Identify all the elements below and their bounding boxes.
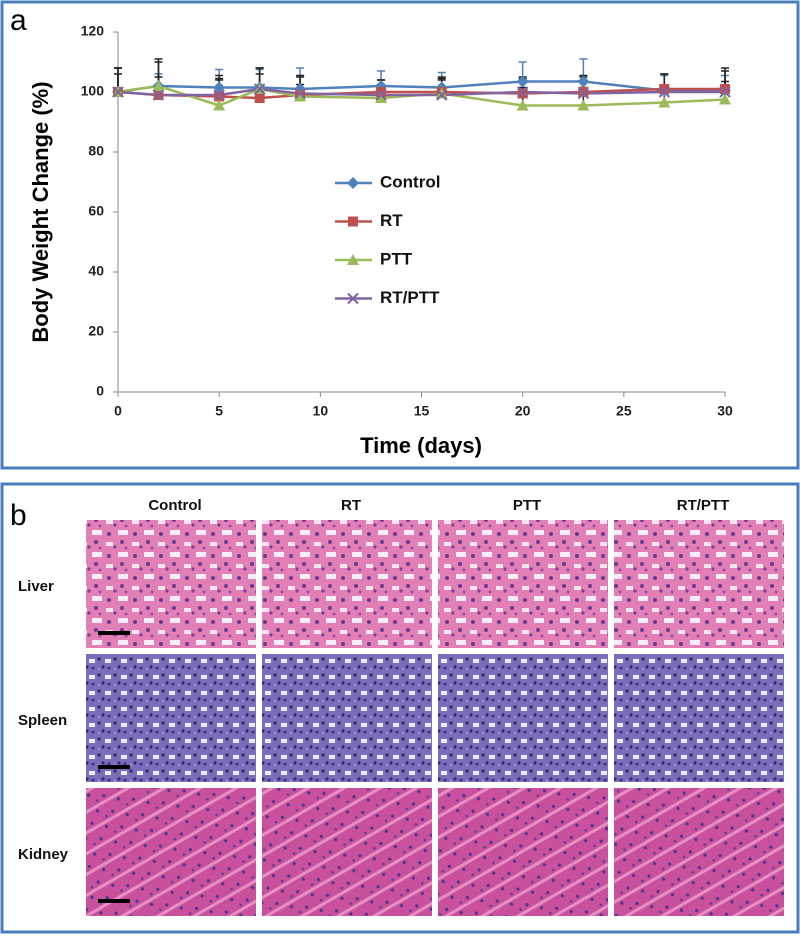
- x-tick-label: 15: [414, 403, 430, 419]
- marker: [294, 90, 307, 102]
- legend-label: RT: [380, 211, 403, 230]
- x-tick-label: 5: [215, 403, 223, 419]
- marker: [517, 88, 528, 99]
- legend-label: RT/PTT: [380, 288, 440, 307]
- x-axis-label: Time (days): [360, 433, 482, 458]
- y-tick-label: 60: [88, 203, 104, 219]
- marker: [348, 216, 358, 227]
- scale-bar: [98, 765, 130, 769]
- y-tick-label: 120: [81, 23, 105, 39]
- marker: [658, 86, 671, 98]
- micrograph: [262, 788, 432, 916]
- marker: [436, 89, 448, 101]
- micrograph: [262, 520, 432, 648]
- scale-bar: [98, 899, 130, 903]
- panel-label: b: [10, 499, 27, 532]
- marker: [720, 84, 730, 94]
- marker: [213, 99, 226, 111]
- y-tick-label: 20: [88, 323, 104, 339]
- marker: [375, 89, 387, 101]
- micrograph: [86, 520, 256, 648]
- marker: [294, 87, 306, 100]
- marker: [577, 75, 590, 88]
- row-label: Spleen: [18, 712, 67, 729]
- marker: [214, 91, 225, 102]
- legend-label: PTT: [380, 249, 413, 268]
- marker: [253, 83, 266, 95]
- column-label: RT/PTT: [677, 497, 730, 514]
- micrograph: [262, 654, 432, 782]
- marker: [719, 93, 731, 105]
- scale-bar: [98, 631, 130, 635]
- panel-label: a: [10, 4, 27, 37]
- marker: [375, 92, 388, 103]
- marker: [152, 89, 165, 101]
- column-label: RT: [341, 497, 361, 514]
- x-tick-label: 10: [313, 403, 329, 419]
- micrograph: [438, 520, 608, 648]
- marker: [254, 93, 265, 103]
- marker: [112, 86, 124, 98]
- micrograph: [438, 788, 608, 916]
- marker: [347, 177, 359, 189]
- y-tick-label: 80: [88, 143, 104, 159]
- marker: [516, 99, 529, 111]
- column-label: PTT: [513, 497, 541, 514]
- micrograph: [438, 654, 608, 782]
- x-tick-label: 20: [515, 403, 531, 419]
- row-label: Liver: [18, 578, 54, 595]
- y-axis-label: Body Weight Change (%): [28, 81, 53, 342]
- marker: [577, 87, 590, 100]
- marker: [435, 87, 448, 99]
- marker: [347, 292, 359, 305]
- marker: [516, 86, 529, 98]
- marker: [347, 254, 359, 265]
- marker: [577, 99, 590, 111]
- micrograph: [614, 654, 784, 782]
- y-tick-label: 40: [88, 263, 104, 279]
- micrograph: [614, 788, 784, 916]
- x-tick-label: 30: [717, 403, 733, 419]
- marker: [659, 84, 670, 94]
- marker: [658, 96, 671, 108]
- marker: [719, 86, 731, 98]
- x-tick-label: 0: [114, 403, 122, 419]
- micrograph: [86, 654, 256, 782]
- marker: [213, 89, 225, 101]
- marker: [516, 75, 529, 88]
- column-label: Control: [148, 497, 201, 514]
- marker: [578, 87, 589, 97]
- legend-label: Control: [380, 172, 440, 191]
- marker: [213, 81, 226, 94]
- y-tick-label: 100: [81, 83, 105, 99]
- x-tick-label: 25: [616, 403, 632, 419]
- panel-b-frame: [0, 482, 800, 934]
- marker: [152, 80, 165, 91]
- y-tick-label: 0: [96, 383, 104, 399]
- micrograph: [86, 788, 256, 916]
- micrograph: [614, 520, 784, 648]
- row-label: Kidney: [18, 846, 69, 863]
- panel-a-frame: [0, 0, 800, 470]
